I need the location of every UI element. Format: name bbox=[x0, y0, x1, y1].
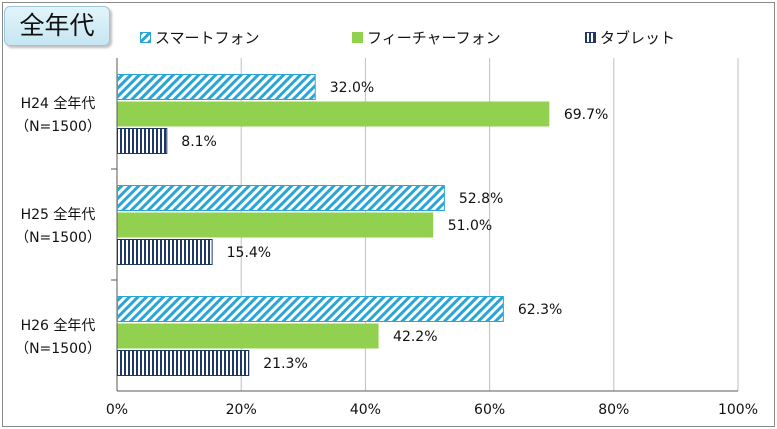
data-label-feature-phone: 51.0% bbox=[448, 218, 492, 234]
data-label-smartphone: 62.3% bbox=[518, 302, 562, 318]
legend-swatch-smartphone bbox=[140, 32, 151, 43]
data-label-feature-phone: 42.2% bbox=[393, 329, 437, 345]
x-tick-label: 60% bbox=[474, 402, 505, 418]
bar-tablet bbox=[117, 239, 213, 265]
legend-swatch-feature-phone bbox=[352, 32, 363, 43]
x-tick-label: 20% bbox=[226, 402, 257, 418]
category-label: （N=1500） bbox=[15, 119, 101, 135]
bar-smartphone bbox=[117, 185, 445, 211]
bar-feature-phone bbox=[117, 212, 434, 238]
category-label: H24 全年代 bbox=[21, 95, 96, 112]
legend-swatch-tablet bbox=[585, 32, 596, 43]
legend-label-smartphone: スマートフォン bbox=[155, 29, 260, 47]
bar-tablet bbox=[117, 350, 250, 376]
x-tick-label: 80% bbox=[598, 402, 629, 418]
bar-feature-phone bbox=[117, 101, 550, 127]
category-label: （N=1500） bbox=[15, 341, 101, 357]
data-label-feature-phone: 69.7% bbox=[564, 107, 608, 123]
x-tick-label: 100% bbox=[718, 402, 758, 418]
legend-label-tablet: タブレット bbox=[600, 29, 676, 47]
bar-smartphone bbox=[117, 296, 504, 322]
bar-tablet bbox=[117, 128, 168, 154]
bar-smartphone bbox=[117, 74, 316, 100]
legend-label-feature-phone: フィーチャーフォン bbox=[367, 29, 501, 47]
data-label-tablet: 21.3% bbox=[263, 356, 307, 372]
data-label-tablet: 8.1% bbox=[181, 134, 217, 150]
category-label: H25 全年代 bbox=[21, 206, 96, 223]
bar-feature-phone bbox=[117, 323, 379, 349]
data-label-smartphone: 52.8% bbox=[459, 191, 503, 207]
data-label-smartphone: 32.0% bbox=[330, 80, 374, 96]
x-tick-label: 40% bbox=[350, 402, 381, 418]
x-tick-label: 0% bbox=[106, 402, 128, 418]
data-label-tablet: 15.4% bbox=[227, 245, 271, 261]
chart-title: 全年代 bbox=[4, 6, 110, 46]
category-label: （N=1500） bbox=[15, 230, 101, 246]
category-label: H26 全年代 bbox=[21, 317, 96, 334]
